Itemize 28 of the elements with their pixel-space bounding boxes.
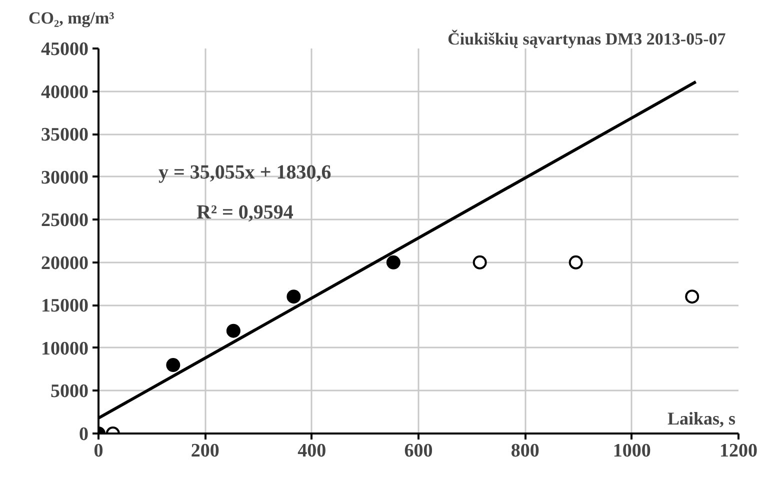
x-tick-label: 800 [510,440,540,462]
point [568,255,583,270]
y-tick-label: 15000 [41,296,88,317]
annotation: R² = 0,9594 [196,202,294,224]
x-tick-label: 400 [298,440,326,462]
y-tick-label: 10000 [41,338,88,360]
point [226,324,240,338]
chart-title: Čiukiškių sąvartynas DM3 2013-05-07 [448,30,726,48]
y-tick-label: 25000 [41,210,88,232]
point [386,255,400,270]
y-axis-title: CO₂, mg/m³ [28,8,114,28]
x-tick-label: 1000 [612,440,651,462]
y-tick-label: 30000 [41,167,88,188]
point [286,290,301,304]
y-tick-label: 45000 [41,39,88,60]
x-tick-label: 0 [94,440,104,462]
annotation: y = 35,055x + 1830,6 [158,162,332,184]
y-tick-label: 35000 [41,124,88,146]
x-axis-title: Laikas, s [667,408,736,428]
point [685,290,700,304]
y-tick-label: 5000 [50,381,88,402]
x-tick-label: 1200 [720,440,758,462]
point [472,255,487,270]
y-tick-label: 0 [79,424,88,445]
x-tick-label: 600 [404,440,433,462]
y-tick-label: 40000 [41,82,88,103]
y-tick-label: 20000 [41,252,88,274]
x-tick-label: 200 [190,440,220,462]
